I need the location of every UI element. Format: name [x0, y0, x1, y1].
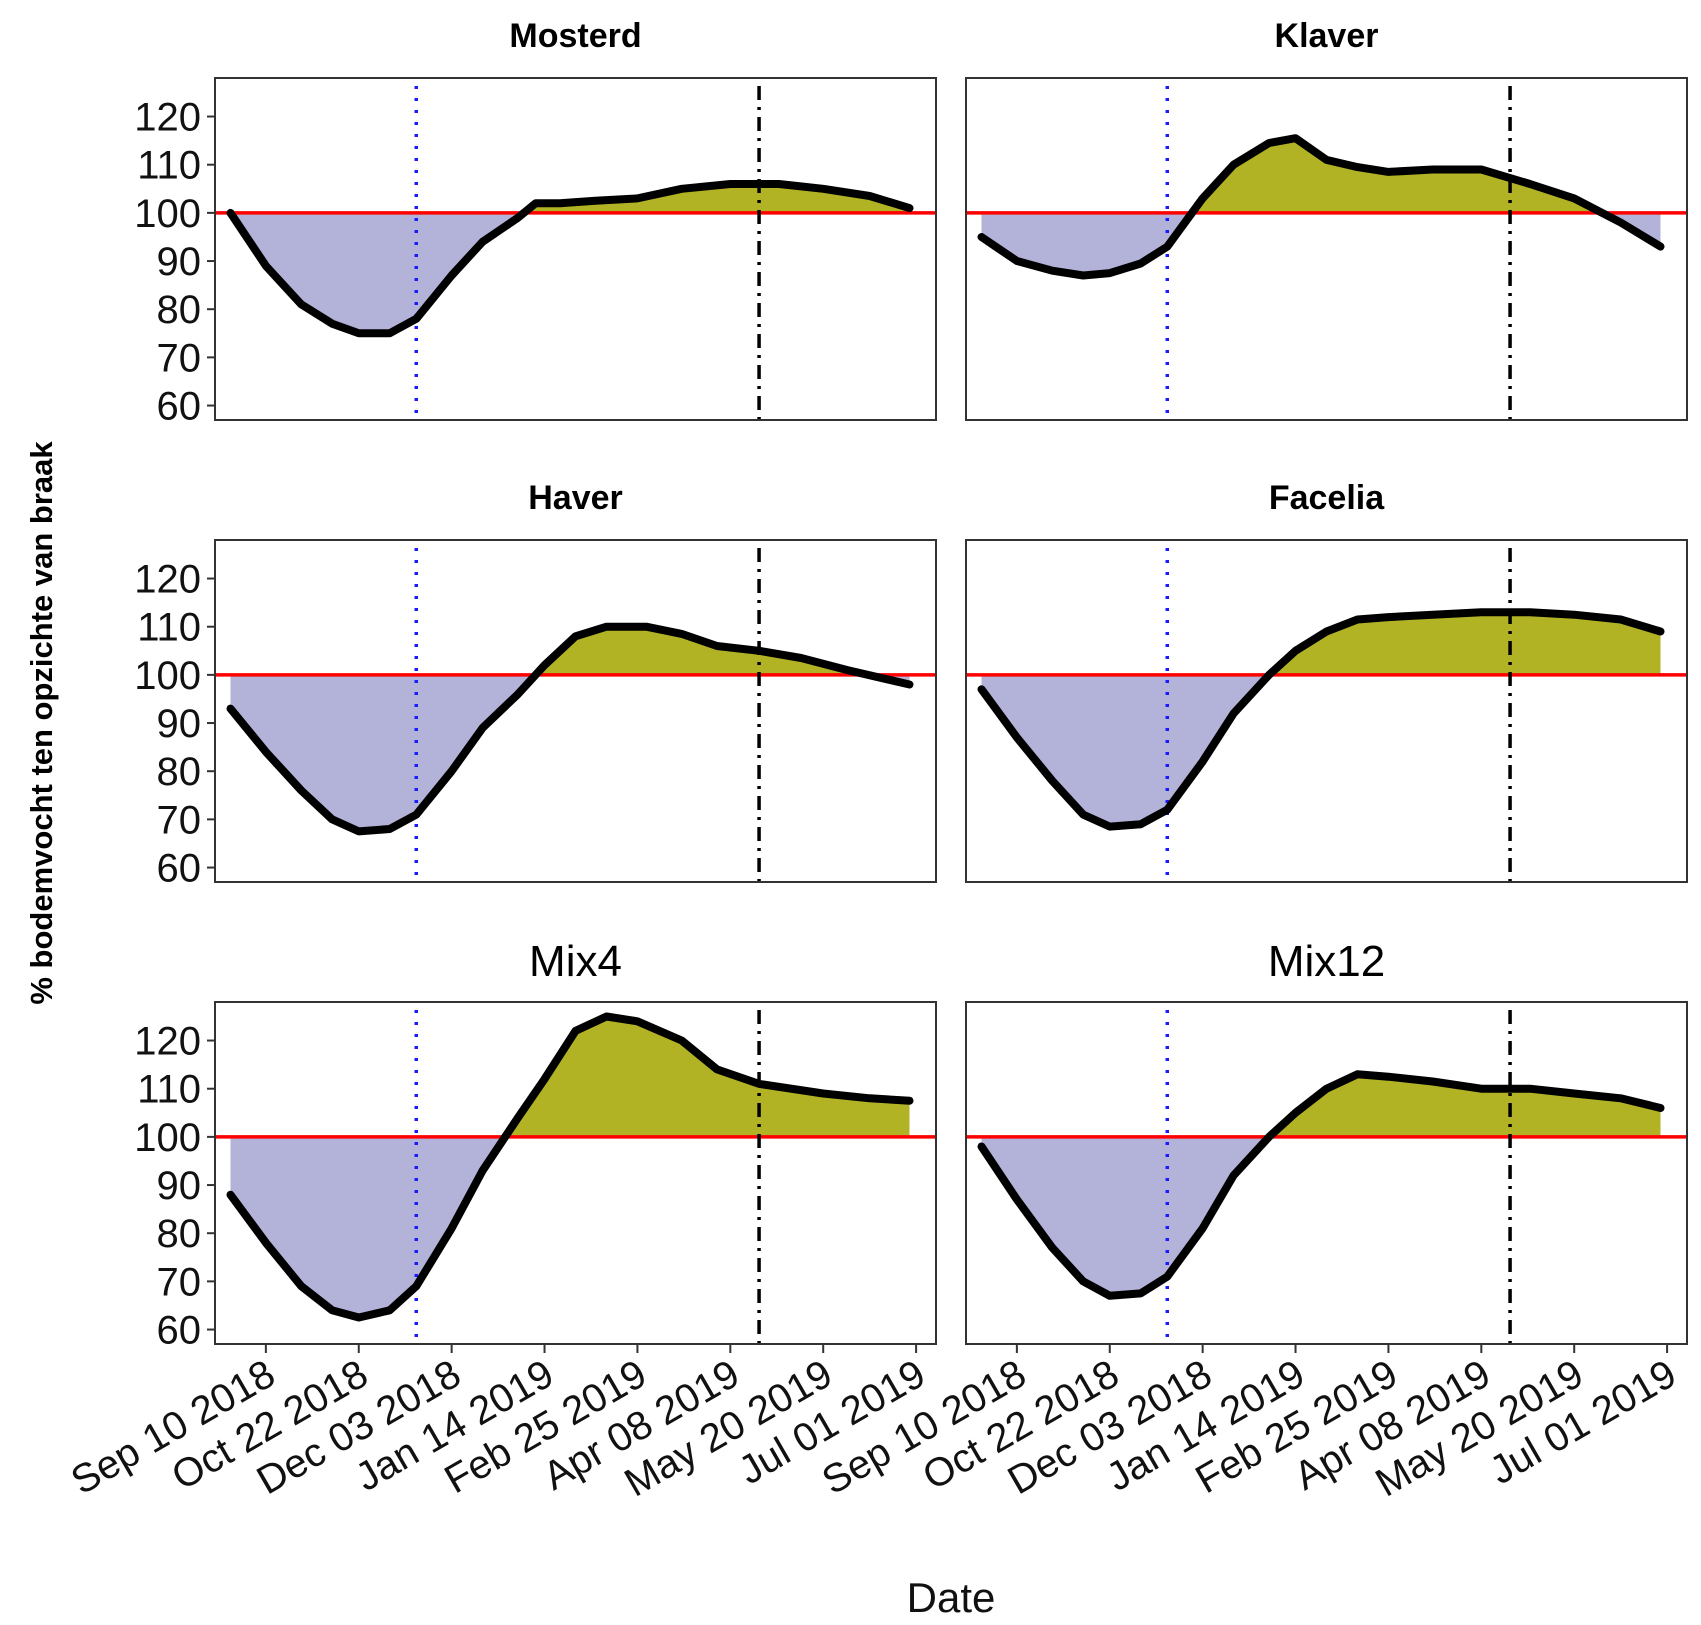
y-tick-label: 70 — [157, 1260, 202, 1304]
y-tick-label: 70 — [157, 336, 202, 380]
moisture-curve — [977, 1070, 1665, 1300]
moisture-curve — [977, 134, 1665, 280]
y-tick-label: 70 — [157, 798, 202, 842]
panel-title: Mix4 — [529, 937, 622, 986]
moisture-curve — [226, 180, 914, 338]
panel-title: Mosterd — [509, 17, 641, 55]
y-tick-label: 90 — [157, 702, 202, 746]
y-axis-label: % bodemvocht ten opzichte van braak — [24, 441, 59, 1005]
deficit-area — [230, 212, 910, 334]
surplus-area — [535, 626, 869, 675]
panel-title: Haver — [528, 479, 623, 517]
y-tick-label: 100 — [134, 1116, 201, 1160]
deficit-area — [981, 1136, 1661, 1296]
y-tick-label: 80 — [157, 1212, 202, 1256]
y-tick-label: 120 — [134, 96, 201, 140]
y-tick-label: 90 — [157, 1164, 202, 1208]
surplus-area — [1192, 138, 1603, 213]
y-tick-label: 100 — [134, 654, 201, 698]
moisture-curve — [226, 1012, 914, 1322]
y-tick-label: 90 — [157, 240, 202, 284]
y-tick-label: 120 — [134, 1020, 201, 1064]
moisture-curve — [226, 622, 914, 836]
deficit-area — [230, 674, 910, 832]
panel-border — [214, 1001, 937, 1345]
y-tick-label: 60 — [157, 385, 202, 429]
y-tick-label: 100 — [134, 192, 201, 236]
panel-border — [965, 1001, 1688, 1345]
panel-border — [214, 77, 937, 421]
y-tick-label: 110 — [137, 606, 201, 650]
y-tick-label: 80 — [157, 288, 202, 332]
panel-klaver: Klaver — [965, 17, 1688, 421]
panel-border — [214, 539, 937, 883]
moisture-curve — [977, 608, 1665, 831]
panel-border — [965, 539, 1688, 883]
y-tick-label: 110 — [137, 144, 201, 188]
y-tick-label: 120 — [134, 558, 201, 602]
deficit-area — [981, 212, 1661, 276]
y-tick-label: 60 — [157, 1309, 202, 1353]
deficit-area — [230, 1136, 910, 1318]
panel-facelia: Facelia — [965, 479, 1688, 883]
surplus-area — [1269, 612, 1661, 675]
surplus-area — [505, 1016, 910, 1137]
x-axis-label: Date — [907, 1574, 996, 1621]
surplus-area — [1269, 1074, 1661, 1137]
panel-title: Klaver — [1275, 17, 1379, 55]
y-tick-label: 60 — [157, 847, 202, 891]
y-tick-label: 110 — [137, 1068, 201, 1112]
deficit-area — [981, 674, 1661, 827]
panel-title: Facelia — [1269, 479, 1385, 517]
panel-title: Mix12 — [1268, 937, 1385, 986]
panel-border — [965, 77, 1688, 421]
y-tick-label: 80 — [157, 750, 202, 794]
